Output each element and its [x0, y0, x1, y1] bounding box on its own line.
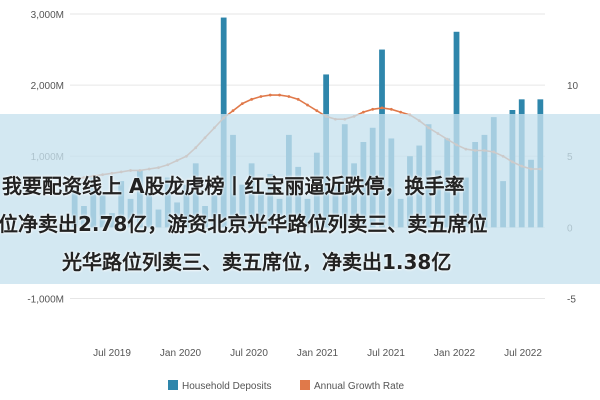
legend-label-household-deposits: Household Deposits — [182, 381, 272, 392]
headline-line-3: 光华路位列卖三、卖五席位，净卖出1.38亿 — [62, 250, 452, 274]
growth-rate-point — [296, 97, 300, 101]
left-axis-tick-label: 2,000M — [31, 81, 64, 92]
growth-rate-point — [250, 97, 254, 101]
growth-rate-point — [371, 107, 375, 111]
headline-line-1: 我要配资线上 A股龙虎榜丨红宝丽逼近跌停，换手率 — [2, 174, 465, 198]
x-axis-tick-label: Jan 2020 — [160, 348, 202, 359]
growth-rate-point — [259, 95, 263, 98]
x-axis-tick-label: Jul 2022 — [504, 348, 542, 359]
headline-line-2: 位净卖出2.78亿，游资北京光华路位列卖三、卖五席位 — [0, 212, 488, 236]
x-axis-tick-label: Jul 2019 — [93, 348, 131, 359]
growth-rate-point — [268, 93, 272, 97]
growth-rate-point — [287, 95, 291, 98]
growth-rate-point — [306, 103, 309, 107]
headline-overlay: 我要配资线上 A股龙虎榜丨红宝丽逼近跌停，换手率 位净卖出2.78亿，游资北京光… — [0, 114, 600, 284]
x-axis-labels: Jul 2019 Jan 2020 Jul 2020 Jan 2021 Jul 2021… — [93, 348, 542, 359]
x-axis-tick-label: Jan 2021 — [297, 348, 339, 359]
left-axis-tick-label: 3,000M — [31, 10, 64, 21]
legend-swatch-household-deposits — [168, 380, 178, 390]
legend-label-annual-growth-rate: Annual Growth Rate — [314, 381, 404, 392]
legend: Household Deposits Annual Growth Rate — [168, 380, 404, 392]
legend-swatch-annual-growth-rate — [300, 380, 310, 390]
growth-rate-point — [278, 93, 281, 97]
x-axis-tick-label: Jul 2021 — [367, 348, 405, 359]
growth-rate-point — [315, 109, 319, 113]
growth-rate-point — [389, 107, 393, 111]
right-axis-tick-label: -5 — [567, 294, 576, 305]
growth-rate-point — [399, 110, 403, 114]
growth-rate-point — [231, 109, 235, 113]
right-axis-tick-label: 10 — [567, 81, 579, 92]
left-axis-tick-label: -1,000M — [27, 294, 64, 305]
x-axis-tick-label: Jan 2022 — [434, 348, 476, 359]
x-axis-tick-label: Jul 2020 — [230, 348, 268, 359]
growth-rate-point — [361, 110, 365, 114]
growth-rate-point — [380, 106, 384, 110]
growth-rate-point — [240, 102, 244, 105]
